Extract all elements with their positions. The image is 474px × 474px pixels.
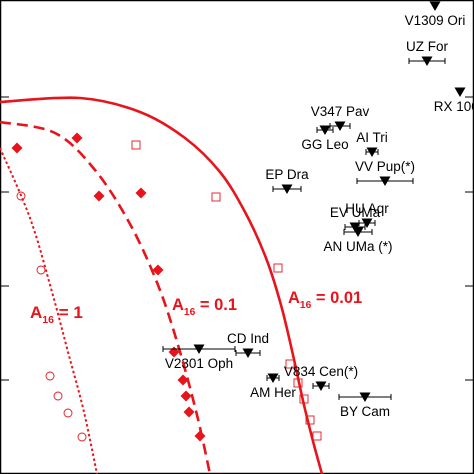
open-circle-marker [53, 391, 63, 401]
object-gg-leo: GG Leo [301, 125, 349, 152]
object-label: V834 Cen(*) [284, 364, 358, 379]
open-square-marker [299, 394, 309, 404]
object-label: HU Aqr [345, 201, 389, 216]
object-label: V1309 Ori [405, 13, 466, 28]
triangle-marker [379, 176, 391, 186]
object-label: VV Pup(*) [355, 159, 415, 174]
open-square-marker [285, 359, 295, 369]
open-circle-marker [45, 371, 55, 381]
object-label: AI Tri [356, 130, 388, 145]
object-v1309-ori: V1309 Ori [405, 1, 466, 28]
open-square-marker [312, 431, 322, 441]
triangle-marker [359, 392, 371, 402]
object-am-her: AM Her [250, 373, 296, 400]
object-label: UZ For [406, 39, 449, 54]
curve-a16-0-01 [0, 96, 324, 474]
filled-diamond-marker [152, 264, 164, 276]
triangle-marker [349, 222, 361, 232]
triangle-marker [366, 147, 378, 157]
open-square-marker [211, 192, 221, 202]
object-label: EV UMa [330, 205, 381, 220]
curve-a16-0-1 [0, 120, 212, 474]
object-uz-for: UZ For [406, 39, 449, 66]
filled-diamond-marker [93, 190, 105, 202]
triangle-marker [334, 121, 346, 131]
triangle-marker [454, 87, 466, 97]
object-rx-1007: RX 1007 [434, 87, 474, 114]
triangle-marker [267, 373, 279, 383]
open-square-marker [293, 378, 303, 388]
triangle-marker [281, 184, 293, 194]
object-label: RX 1007 [434, 99, 474, 114]
triangle-marker [319, 125, 331, 135]
filled-diamond-marker [183, 406, 195, 418]
object-by-cam: BY Cam [338, 392, 392, 419]
object-label: CD Ind [227, 331, 269, 346]
object-vv-pup: VV Pup(*) [355, 159, 415, 186]
curve-a16-1-label: A16 = 1 [30, 303, 83, 326]
triangle-marker [421, 56, 433, 66]
object-an-uma: AN UMa (*) [323, 227, 393, 254]
filled-diamond-marker [71, 132, 83, 144]
open-circle-marker [77, 432, 87, 442]
curve-a16-0-01-label: A16 = 0.01 [288, 289, 362, 311]
filled-diamond-marker [177, 374, 189, 386]
object-cd-ind: CD Ind [227, 331, 269, 358]
object-label: GG Leo [301, 137, 348, 152]
triangle-marker [361, 218, 373, 228]
open-circle-marker [36, 265, 46, 275]
object-label: EP Dra [265, 167, 309, 182]
object-ai-tri: AI Tri [356, 130, 388, 157]
object-label: V2301 Oph [165, 356, 233, 371]
filled-diamond-marker [11, 142, 23, 154]
filled-diamond-marker [135, 187, 147, 199]
object-v347-pav: V347 Pav [311, 104, 370, 131]
triangle-marker [315, 381, 327, 391]
object-v834-cen: V834 Cen(*) [284, 364, 358, 391]
open-circle-marker [63, 408, 73, 418]
object-hu-aqr: HU Aqr [345, 201, 389, 228]
object-v2301-oph: V2301 Oph [162, 344, 236, 371]
model-curves [0, 96, 324, 474]
filled-diamond-marker [194, 430, 206, 442]
object-label: AN UMa (*) [323, 239, 392, 254]
object-label: V347 Pav [311, 104, 370, 119]
object-ep-dra: EP Dra [265, 167, 309, 194]
object-ev-uma: EV UMa [330, 205, 381, 232]
object-label: BY Cam [340, 404, 390, 419]
triangle-marker [242, 348, 254, 358]
curve-a16-1 [0, 147, 98, 474]
open-square-marker [131, 140, 141, 150]
curve-labels: A16 = 1 A16 = 0.1 A16 = 0.01 [30, 289, 362, 326]
open-circle-marker [16, 191, 26, 201]
open-square-marker [305, 415, 315, 425]
triangle-marker [193, 344, 205, 354]
filled-diamond-marker [180, 390, 192, 402]
triangle-marker [429, 1, 441, 11]
curve-a16-0-1-label: A16 = 0.1 [172, 296, 237, 318]
observed-objects: V1309 Ori UZ For RX 1007 V347 Pav GG Leo AI T… [162, 1, 474, 419]
triangle-marker [352, 227, 364, 237]
open-square-marker [273, 263, 283, 273]
object-label: AM Her [250, 385, 296, 400]
